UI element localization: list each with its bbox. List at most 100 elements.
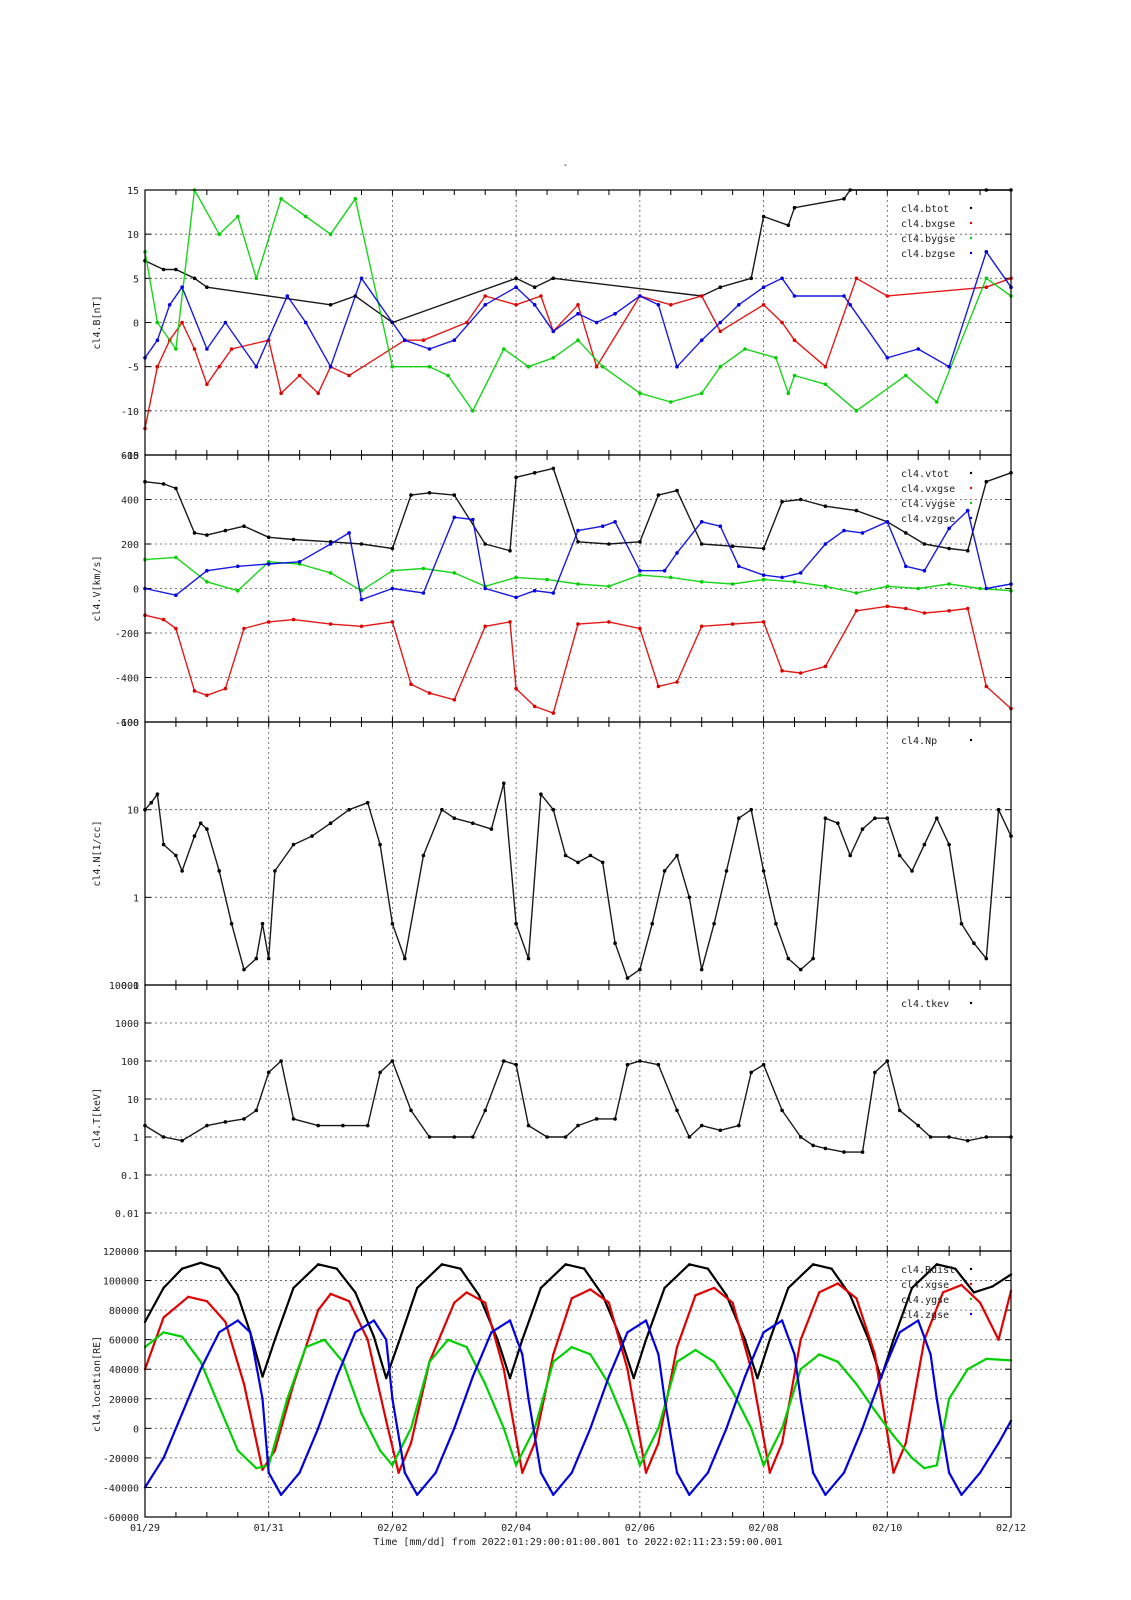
data-point <box>799 1397 802 1401</box>
data-point <box>359 597 364 602</box>
data-point <box>155 338 160 343</box>
data-point <box>823 664 828 669</box>
data-point <box>984 1135 989 1139</box>
data-point <box>997 1441 1000 1445</box>
data-point <box>576 622 580 626</box>
data-point <box>539 294 543 298</box>
data-point <box>749 276 753 281</box>
data-point <box>180 285 184 290</box>
data-point <box>532 303 537 307</box>
data-point <box>378 1070 382 1075</box>
data-point <box>699 967 704 972</box>
data-point <box>947 842 951 847</box>
data-point <box>496 1338 499 1341</box>
data-point <box>656 684 661 689</box>
data-point <box>737 1123 741 1128</box>
data-point <box>353 197 358 201</box>
series-line <box>144 1331 1012 1470</box>
data-point <box>848 303 852 307</box>
data-point <box>502 347 506 351</box>
data-point <box>600 860 605 865</box>
data-point <box>205 533 209 537</box>
data-point <box>823 504 828 509</box>
data-point <box>607 1375 611 1378</box>
data-point <box>780 276 784 281</box>
data-point <box>761 1062 766 1067</box>
data-point <box>452 1135 457 1139</box>
x-tick-label: 01/29 <box>130 1523 160 1534</box>
data-point <box>508 620 512 624</box>
data-point <box>730 544 735 548</box>
data-point <box>947 1135 951 1139</box>
data-point <box>830 1267 833 1270</box>
legend-marker <box>969 1297 973 1301</box>
data-point <box>502 1427 505 1430</box>
y-tick-label: 0.1 <box>121 1171 139 1182</box>
data-point <box>780 499 784 504</box>
data-point <box>174 267 178 272</box>
data-point <box>823 382 828 387</box>
data-point <box>761 303 766 307</box>
data-point <box>657 1353 660 1356</box>
data-point <box>786 391 791 396</box>
data-point <box>922 611 927 615</box>
data-point <box>149 800 153 805</box>
data-point <box>991 1285 994 1288</box>
data-point <box>638 568 642 573</box>
data-point <box>941 1291 945 1294</box>
data-point <box>749 1070 753 1075</box>
data-point <box>854 609 859 613</box>
data-point <box>161 1135 166 1139</box>
data-point <box>792 205 797 210</box>
data-point <box>855 1297 858 1300</box>
data-point <box>657 1427 660 1430</box>
data-point <box>427 1135 432 1139</box>
data-point <box>687 895 692 900</box>
data-point <box>465 1291 468 1294</box>
data-point <box>192 689 197 693</box>
legend-entry: cl4.Rdist <box>901 1265 955 1276</box>
data-point <box>626 1331 629 1334</box>
data-point <box>564 1263 567 1266</box>
data-point <box>360 1412 363 1415</box>
data-point <box>192 276 197 281</box>
data-point <box>217 869 221 873</box>
data-point <box>947 364 951 369</box>
data-point <box>465 1345 468 1349</box>
data-point <box>718 1128 723 1133</box>
data-point <box>718 320 723 325</box>
legend-marker <box>969 738 973 742</box>
data-point <box>174 853 178 858</box>
y-tick-label: 1000 <box>115 1019 139 1030</box>
data-point <box>297 373 302 378</box>
data-point <box>743 1338 747 1341</box>
data-point <box>965 1138 970 1143</box>
data-point <box>317 1263 320 1266</box>
data-point <box>750 1368 753 1371</box>
data-point <box>180 1138 184 1143</box>
data-point <box>644 1471 648 1474</box>
data-point <box>162 1286 165 1290</box>
y-tick-label: -40000 <box>103 1483 139 1494</box>
data-point <box>625 976 630 980</box>
data-point <box>799 1338 802 1341</box>
data-point <box>706 1267 710 1270</box>
data-point <box>984 479 989 484</box>
data-point <box>385 1338 388 1341</box>
y-tick-label: 10 <box>127 806 139 817</box>
x-axis-label: Time [mm/dd] from 2022:01:29:00:01:00.00… <box>373 1537 782 1548</box>
data-point <box>347 531 351 535</box>
panel-1: -15 -10 -5 0 5 10 15 cl4.btot cl4.bxgse cl4.bygse… <box>92 186 1013 462</box>
data-point <box>786 956 791 961</box>
data-point <box>644 1319 648 1322</box>
data-point <box>675 1108 679 1113</box>
data-point <box>947 1471 951 1474</box>
legend-marker <box>969 251 973 255</box>
data-point <box>910 1286 914 1290</box>
data-point <box>192 834 197 838</box>
data-point <box>242 1117 246 1121</box>
data-point <box>669 303 673 307</box>
data-point <box>532 471 537 475</box>
data-point <box>576 303 580 307</box>
data-point <box>984 684 989 689</box>
